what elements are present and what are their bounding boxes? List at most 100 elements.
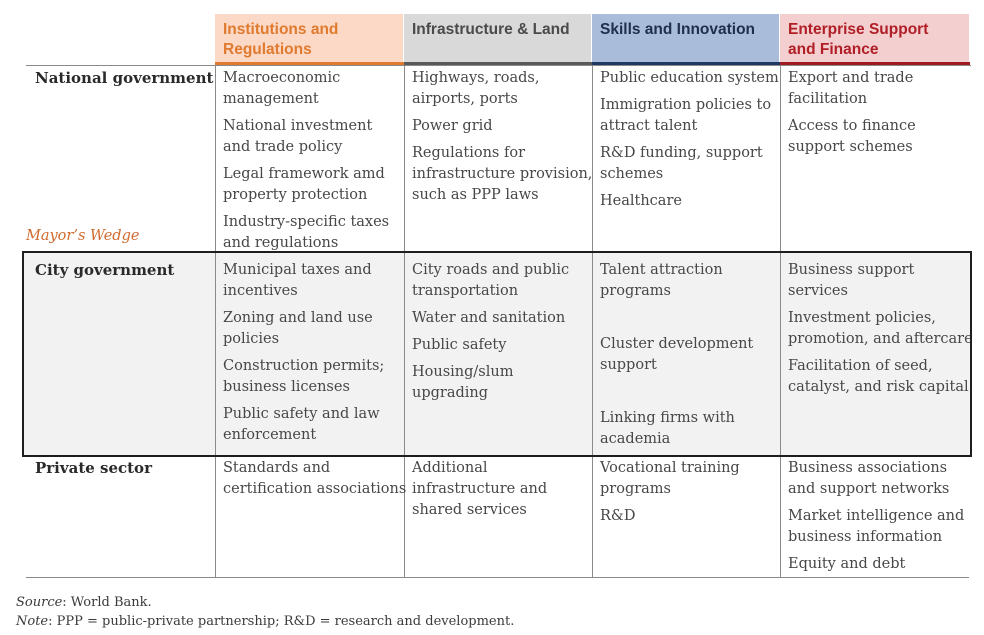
list-item: Facilitation of seed, catalyst, and risk … <box>788 356 969 398</box>
list-item: Immigration policies to attract talent <box>600 95 771 137</box>
table-rule <box>26 577 969 578</box>
mayors-wedge-label: Mayor’s Wedge <box>26 228 140 244</box>
cell-text-line: infrastructure provision, <box>412 166 593 182</box>
list-item: Zoning and land use policies <box>223 308 373 350</box>
list-item: Standards and certification associations <box>223 458 406 500</box>
cell-text-line: infrastructure and <box>412 481 548 497</box>
cell-text-line: catalyst, and risk capital <box>788 379 969 395</box>
list-item: Market intelligence and business informat… <box>788 506 964 548</box>
cell-text-line: Public education system <box>600 70 779 86</box>
cell-text-line: certification associations <box>223 481 407 497</box>
cell-text-line: Housing/slum <box>412 364 514 380</box>
column-header-underline <box>592 62 780 65</box>
column-header-4: Enterprise Support and Finance <box>780 14 969 64</box>
list-item: Equity and debt <box>788 554 905 575</box>
column-header-3: Skills and Innovation <box>592 14 779 64</box>
cell-text-line: programs <box>600 481 671 497</box>
column-header-line: Institutions and <box>223 21 339 38</box>
row-label: National government <box>35 69 214 87</box>
list-item: Access to finance support schemes <box>788 116 916 158</box>
cell-text-line: transportation <box>412 283 519 299</box>
column-header-2: Infrastructure & Land <box>404 14 591 64</box>
list-item: Housing/slum upgrading <box>412 362 513 404</box>
column-header-underline <box>780 62 970 65</box>
source-note: Source: World Bank. <box>16 595 152 610</box>
cell-text-line: Export and trade <box>788 70 914 86</box>
list-item: Export and trade facilitation <box>788 68 913 110</box>
column-divider <box>780 65 781 577</box>
cell-text-line: Business support <box>788 262 915 278</box>
column-header-line: Skills and Innovation <box>600 21 756 38</box>
cell-text-line: Zoning and land use <box>223 310 373 326</box>
list-item: Cluster development support <box>600 334 753 376</box>
cell-text-line: Additional <box>412 460 488 476</box>
cell-text-line: Access to finance <box>788 118 916 134</box>
cell-text-line: Talent attraction <box>600 262 723 278</box>
mayors-wedge-box <box>22 251 972 457</box>
list-item: Power grid <box>412 116 493 137</box>
cell-text-line: policies <box>223 331 280 347</box>
list-item: Business associations and support network… <box>788 458 949 500</box>
cell-text-line: and regulations <box>223 235 339 251</box>
cell-text-line: National investment <box>223 118 373 134</box>
cell-text-line: and trade policy <box>223 139 343 155</box>
cell-text-line: Water and sanitation <box>412 310 566 326</box>
source-note-label: Source <box>16 595 63 610</box>
abbreviation-note-text: : PPP = public-private partnership; R&D … <box>48 614 515 629</box>
list-item: City roads and public transportation <box>412 260 569 302</box>
column-header-line: Enterprise Support <box>788 21 929 38</box>
cell-text-line: City roads and public <box>412 262 570 278</box>
column-header-underline <box>404 62 592 65</box>
row-label: City government <box>35 261 175 279</box>
cell-text-line: Highways, roads, <box>412 70 540 86</box>
list-item: Investment policies, promotion, and after… <box>788 308 973 350</box>
row-label: Private sector <box>35 459 152 477</box>
cell-text-line: Equity and debt <box>788 556 906 572</box>
list-item: Business support services <box>788 260 914 302</box>
cell-text-line: such as PPP laws <box>412 187 539 203</box>
cell-text-line: schemes <box>600 166 664 182</box>
cell-text-line: R&D funding, support <box>600 145 763 161</box>
mayors-wedge-background <box>22 251 972 457</box>
cell-text-line: Macroeconomic <box>223 70 341 86</box>
cell-text-line: attract talent <box>600 118 698 134</box>
cell-text-line: Healthcare <box>600 193 682 209</box>
list-item: Macroeconomic management <box>223 68 340 110</box>
cell-text-line: support <box>600 357 657 373</box>
cell-text-line: incentives <box>223 283 298 299</box>
cell-text-line: Immigration policies to <box>600 97 772 113</box>
list-item: Legal framework amd property protection <box>223 164 385 206</box>
column-divider <box>592 65 593 577</box>
cell-text-line: Investment policies, <box>788 310 936 326</box>
cell-text-line: R&D <box>600 508 636 524</box>
cell-text-line: Legal framework amd <box>223 166 385 182</box>
abbreviation-note: Note: PPP = public-private partnership; … <box>16 614 514 629</box>
cell-text-line: business licenses <box>223 379 350 395</box>
cell-text-line: property protection <box>223 187 368 203</box>
cell-text-line: promotion, and aftercare <box>788 331 973 347</box>
cell-text-line: Public safety and law <box>223 406 380 422</box>
list-item: Industry-specific taxes and regulations <box>223 212 389 254</box>
list-item: Construction permits; business licenses <box>223 356 384 398</box>
list-item: Highways, roads, airports, ports <box>412 68 539 110</box>
list-item: Additional infrastructure and shared servi… <box>412 458 547 521</box>
cell-text-line: support schemes <box>788 139 913 155</box>
cell-text-line: upgrading <box>412 385 489 401</box>
list-item: Vocational training programs <box>600 458 740 500</box>
cell-text-line: enforcement <box>223 427 317 443</box>
cell-text-line: and support networks <box>788 481 950 497</box>
column-header-underline <box>215 62 404 65</box>
cell-text-line: Standards and <box>223 460 331 476</box>
list-item: National investment and trade policy <box>223 116 372 158</box>
table-rule <box>26 65 971 66</box>
column-header-1: Institutions and Regulations <box>215 14 403 64</box>
abbreviation-note-label: Note <box>16 614 49 629</box>
source-note-text: : World Bank. <box>62 595 152 610</box>
cell-text-line: Construction permits; <box>223 358 385 374</box>
list-item: Public education system <box>600 68 779 89</box>
cell-text-line: Regulations for <box>412 145 526 161</box>
cell-text-line: Vocational training <box>600 460 740 476</box>
list-item: Public safety <box>412 335 506 356</box>
cell-text-line: business information <box>788 529 943 545</box>
column-header-line: and Finance <box>788 41 879 58</box>
